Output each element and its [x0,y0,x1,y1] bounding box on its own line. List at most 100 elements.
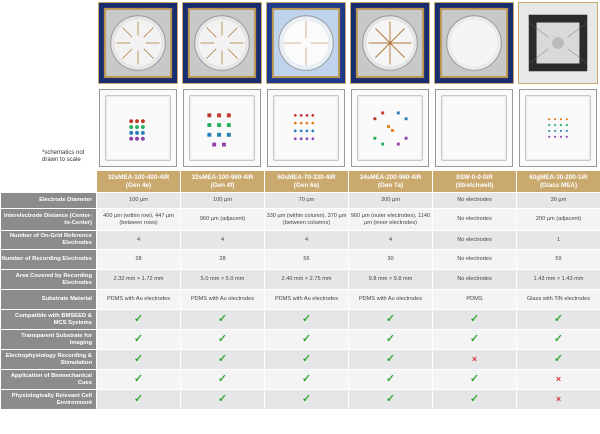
table-cell: 30 µm [516,192,600,209]
table-cell: 1.43 mm × 1.43 mm [516,269,600,290]
table-cell: ✓ [264,349,349,370]
table-cell: ✓ [180,369,265,390]
table-row: Interelectrode Distance (Center-to-Cente… [0,208,600,231]
product-name: 32sMEA-100-400-4iR [107,174,170,181]
row-label: Transparent Substrate for Imaging [0,329,97,350]
check-icon: ✓ [133,373,144,386]
check-icon: ✓ [217,393,228,406]
table-cell: No electrodes [432,192,517,209]
table-cell: 2.40 mm × 2.75 mm [264,269,349,290]
schematic-stretchwell [432,86,516,170]
check-icon: ✓ [385,373,396,386]
schematic-scale-note: *schematics not drawn to scale [42,150,85,163]
table-cell: No electrodes [432,269,517,290]
schematic-row [96,86,600,170]
table-cell: ✓ [96,369,181,390]
check-icon: ✓ [553,353,564,366]
check-icon: ✓ [553,333,564,346]
check-icon: ✓ [469,373,480,386]
table-row: Electrophysiology Recording & Stimulatio… [0,349,600,370]
product-header: 60sMEA-70-330-4iR (Gen 6a) [264,170,349,193]
table-cell: ✓ [96,389,181,410]
product-name: 60gMEA-30-200-1iR [529,174,588,181]
table-cell: ✓ [516,309,600,330]
table-cell: ✓ [432,329,517,350]
table-cell: ✓ [516,349,600,370]
product-header: 34sMEA-200-960-4iR (Gen 7a) [348,170,433,193]
product-gen: (Glass MEA) [539,181,578,189]
product-gen: (Gen 4f) [210,181,235,189]
table-cell: PDMS with Au electrodes [96,289,181,310]
table-cell: 100 µm [96,192,181,209]
table-cell: ✓ [348,369,433,390]
check-icon: ✓ [385,333,396,346]
table-cell: ✓ [432,389,517,410]
cross-icon: × [555,374,562,385]
table-cell: 59 [516,249,600,270]
table-cell: 5.0 mm × 5.0 mm [180,269,265,290]
check-icon: ✓ [385,313,396,326]
row-label: Electrode Diameter [0,192,97,209]
device-photo-stretchwell [432,0,516,86]
table-row: Physiologically Relevant Cell Environmen… [0,389,600,410]
product-name: 0SW-0-0-0iR [456,174,493,181]
table-cell: No electrodes [432,230,517,250]
table-cell: ✓ [264,389,349,410]
table-row: Number of On-Grid Reference Electrodes 4 4… [0,230,600,250]
product-header: 60gMEA-30-200-1iR (Glass MEA) [516,170,600,193]
table-cell: ✓ [264,369,349,390]
table-cell: 960 µm (adjacent) [180,208,265,231]
table-cell: × [516,389,600,410]
table-cell: 56 [264,249,349,270]
check-icon: ✓ [301,393,312,406]
device-photo-row [96,0,600,86]
table-cell: PDMS with Au electrodes [348,289,433,310]
table-row: Substrate Material PDMS with Au electrode… [0,289,600,310]
check-icon: ✓ [133,393,144,406]
table-cell: No electrodes [432,208,517,231]
row-label: Electrophysiology Recording & Stimulatio… [0,349,97,370]
table-cell: 4 [264,230,349,250]
header-corner [0,170,97,193]
table-cell: ✓ [264,329,349,350]
product-name: 32sMEA-100-960-4iR [191,174,254,181]
device-photo-glass-mea [516,0,600,86]
product-header: 32sMEA-100-960-4iR (Gen 4f) [180,170,265,193]
table-row: Compatible with BMSEED & MCS Systems ✓ ✓ ✓ ✓… [0,309,600,330]
table-cell: ✓ [348,309,433,330]
table-cell: 28 [180,249,265,270]
row-label: Physiologically Relevant Cell Environmen… [0,389,97,410]
table-row: Electrode Diameter 100 µm 100 µm 70 µm 200 µ… [0,192,600,209]
table-cell: 960 µm (outer electrodes), 1140 µm (inne… [348,208,433,231]
schematic-gen7a [348,86,432,170]
check-icon: ✓ [133,333,144,346]
row-label: Substrate Material [0,289,97,310]
product-name: 60sMEA-70-330-4iR [277,174,336,181]
product-gen: (Gen 7a) [377,181,404,189]
product-gen: (Gen 4e) [125,181,152,189]
check-icon: ✓ [385,393,396,406]
table-cell: ✓ [348,329,433,350]
check-icon: ✓ [133,353,144,366]
table-cell: 4 [348,230,433,250]
check-icon: ✓ [217,353,228,366]
table-row: Application of Biomechanical Cues ✓ ✓ ✓ ✓ ✓ × [0,369,600,390]
check-icon: ✓ [553,313,564,326]
table-cell: 9.8 mm × 9.8 mm [348,269,433,290]
table-cell: 200 µm (adjacent) [516,208,600,231]
row-label: Interelectrode Distance (Center-to-Cente… [0,208,97,231]
table-cell: ✓ [180,349,265,370]
table-row: Number of Recording Electrodes 28 28 56 30 No… [0,249,600,270]
product-name: 34sMEA-200-960-4iR [359,174,422,181]
table-cell: 4 [96,230,181,250]
table-row: Transparent Substrate for Imaging ✓ ✓ ✓ ✓ ✓ ✓ [0,329,600,350]
table-cell: ✓ [96,329,181,350]
check-icon: ✓ [469,333,480,346]
table-cell: ✓ [96,349,181,370]
table-row: Area Covered by Recording Electrodes 2.32… [0,269,600,290]
table-cell: ✓ [180,389,265,410]
table-cell: ✓ [180,309,265,330]
schematic-glass-mea [516,86,600,170]
check-icon: ✓ [301,373,312,386]
table-cell: 400 µm (within row), 447 µm (between row… [96,208,181,231]
